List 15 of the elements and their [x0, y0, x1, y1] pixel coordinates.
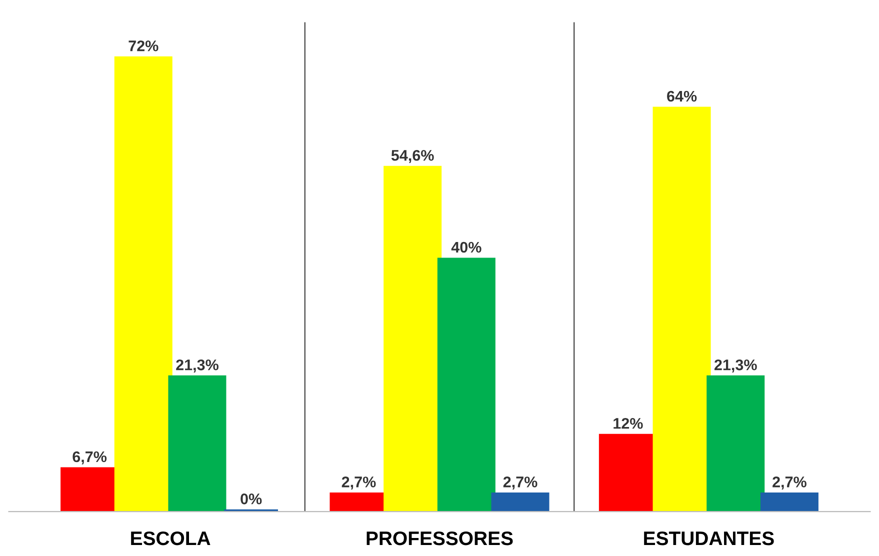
data-label: 40% — [451, 242, 482, 253]
data-label: 72% — [128, 40, 158, 52]
data-label: 2,7% — [503, 476, 538, 490]
data-label: 2,7% — [772, 476, 806, 490]
data-label: 2,7% — [342, 476, 376, 490]
x-tick-label: ESCOLA — [131, 531, 210, 546]
x-tick-label: PROFESSORES — [366, 531, 513, 546]
x-tick-label: ESTUDANTES — [644, 531, 774, 546]
data-label: 54,6% — [391, 150, 434, 163]
data-label: 6,7% — [72, 451, 107, 464]
data-label: 64% — [667, 90, 697, 102]
data-label: 21,3% — [714, 359, 757, 373]
data-label: 12% — [614, 418, 643, 429]
data-label: 0% — [240, 494, 262, 504]
data-label: 21,3% — [176, 359, 218, 373]
